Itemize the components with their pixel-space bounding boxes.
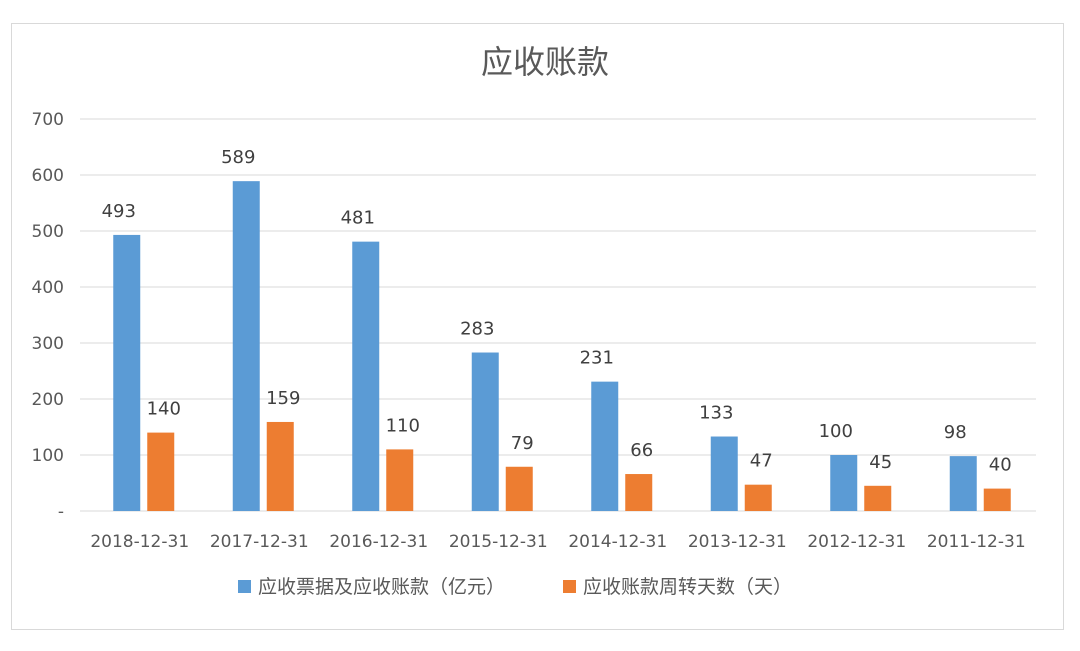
x-tick-label: 2017-12-31 (210, 532, 309, 552)
bar-receivables (591, 381, 619, 511)
chart-frame (11, 23, 1064, 630)
data-label: 98 (944, 422, 967, 443)
y-tick-label: 300 (32, 334, 64, 354)
bar-receivables (352, 241, 380, 511)
bar-receivables (471, 352, 499, 511)
bar-turnover-days (625, 474, 653, 511)
y-tick-label: 200 (32, 390, 64, 410)
y-tick-label: 700 (32, 110, 64, 130)
data-label: 110 (386, 415, 420, 436)
y-tick-label: 100 (32, 446, 64, 466)
data-label: 231 (580, 348, 614, 369)
bar-receivables (710, 436, 738, 511)
data-label: 79 (511, 433, 534, 454)
y-tick-label: 600 (32, 166, 64, 186)
bar-receivables (113, 234, 141, 512)
y-tick-label: 500 (32, 222, 64, 242)
data-label: 140 (147, 399, 181, 420)
x-tick-label: 2011-12-31 (927, 532, 1026, 552)
x-axis-ticks: 2018-12-31 2017-12-31 2016-12-31 2015-12-31… (90, 532, 1025, 552)
bar-receivables (949, 456, 977, 511)
x-tick-label: 2015-12-31 (449, 532, 548, 552)
legend-swatch (563, 580, 576, 593)
legend: 应收票据及应收账款（亿元） 应收账款周转天数（天） (238, 576, 792, 598)
bar-turnover-days (266, 421, 294, 511)
bar-turnover-days (505, 466, 533, 511)
bar-turnover-days (864, 485, 892, 511)
x-tick-label: 2018-12-31 (90, 532, 189, 552)
bar-turnover-days (744, 484, 772, 511)
data-label: 100 (819, 421, 853, 442)
data-label: 45 (869, 452, 892, 473)
legend-label: 应收票据及应收账款（亿元） (258, 576, 505, 598)
data-label: 133 (699, 403, 733, 424)
data-label: 493 (102, 201, 136, 222)
legend-swatch (238, 580, 251, 593)
data-label: 40 (989, 455, 1012, 476)
grid-lines (80, 118, 1036, 512)
x-tick-label: 2012-12-31 (807, 532, 906, 552)
data-label: 159 (266, 388, 300, 409)
bar-turnover-days (386, 449, 414, 511)
data-label: 66 (630, 440, 653, 461)
bar-receivables (830, 455, 858, 511)
y-axis-ticks: - 100 200 300 400 500 600 700 (32, 110, 64, 522)
x-tick-label: 2014-12-31 (568, 532, 667, 552)
data-label: 481 (341, 208, 375, 229)
y-tick-label: 400 (32, 278, 64, 298)
data-label: 283 (460, 319, 494, 340)
x-tick-label: 2016-12-31 (329, 532, 428, 552)
x-tick-label: 2013-12-31 (688, 532, 787, 552)
data-label: 589 (221, 147, 255, 168)
chart-title: 应收账款 (481, 43, 609, 81)
legend-label: 应收账款周转天数（天） (583, 576, 792, 598)
bar-receivables (232, 181, 260, 511)
bar-turnover-days (147, 432, 175, 511)
data-label: 47 (750, 451, 773, 472)
data-labels: 493 140 589 159 481 110 283 79 231 66 133 47 100 45 98… (102, 147, 1012, 475)
y-tick-label: - (58, 502, 64, 522)
bars (113, 181, 1011, 512)
bar-turnover-days (983, 488, 1011, 511)
